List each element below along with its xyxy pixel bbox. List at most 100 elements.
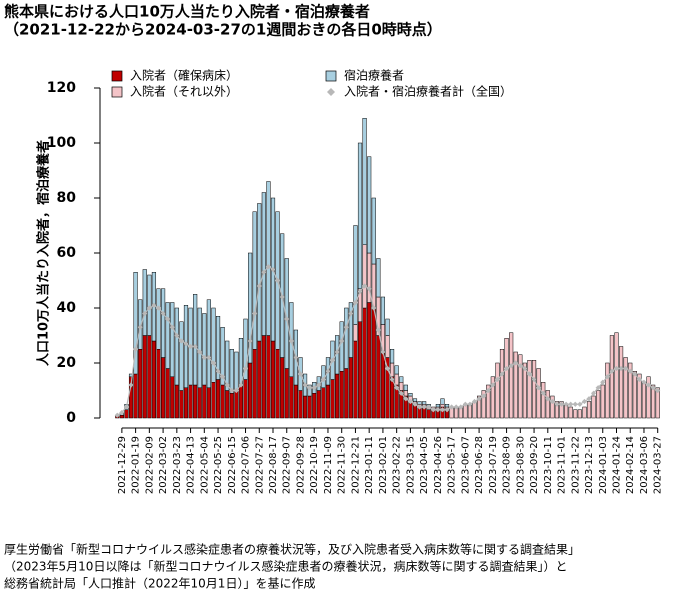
point <box>165 316 171 322</box>
point <box>581 398 588 405</box>
point <box>146 305 152 311</box>
bar-segment <box>655 387 660 419</box>
bar-segment <box>243 379 248 419</box>
bar-segment <box>307 384 312 397</box>
bar-segment <box>179 390 184 419</box>
bar-segment <box>183 387 189 419</box>
bar-segment <box>348 357 353 419</box>
bar-segment <box>385 318 390 336</box>
bar-segment <box>344 368 349 419</box>
bar-segment <box>371 307 376 419</box>
point <box>151 302 157 308</box>
bar-segment <box>133 373 138 419</box>
bar-segment <box>183 305 189 388</box>
point <box>641 379 647 385</box>
bar-segment <box>435 404 440 408</box>
bar-segment <box>142 335 147 419</box>
bar-segment <box>174 307 179 386</box>
bar-segment <box>504 338 509 419</box>
bar-segment <box>605 362 610 419</box>
x-tick-label: 2023-04-26 <box>433 436 444 494</box>
point <box>590 390 597 396</box>
bar-segment <box>623 357 628 419</box>
point <box>334 349 340 355</box>
point <box>380 349 386 355</box>
point <box>462 401 468 407</box>
bar-segment <box>444 404 450 408</box>
x-tick-label: 2024-01-03 <box>598 436 609 494</box>
point <box>339 338 345 344</box>
y-tick-label: 0 <box>66 410 76 426</box>
bar-segment <box>591 395 596 419</box>
bar-segment <box>385 335 390 358</box>
bar-segment <box>270 340 276 419</box>
point <box>155 305 162 311</box>
x-tick-label: 2023-08-30 <box>515 436 526 494</box>
point <box>284 316 290 322</box>
bar-segment <box>284 368 289 419</box>
bar-segment <box>225 390 230 419</box>
bar-segment <box>234 351 239 391</box>
point <box>531 376 537 383</box>
x-tick-label: 2022-07-27 <box>254 436 265 494</box>
x-tick-label: 2022-05-04 <box>199 436 210 494</box>
bar-segment <box>609 335 614 419</box>
bar-segment <box>165 302 170 369</box>
point <box>613 365 620 372</box>
bar-segment <box>211 382 216 419</box>
x-tick-label: 2021-12-29 <box>117 436 128 494</box>
point <box>604 374 610 380</box>
point <box>430 407 436 413</box>
bar-segment <box>596 390 601 419</box>
bar-segment <box>522 362 527 419</box>
x-tick-label: 2023-12-13 <box>584 436 595 494</box>
bar-segment <box>206 387 211 419</box>
bar-segment <box>321 387 326 419</box>
point <box>352 299 359 306</box>
bar-segment <box>518 354 523 419</box>
bar-segment <box>215 379 221 419</box>
bar-segment <box>531 360 537 419</box>
bar-segment <box>257 340 262 419</box>
point <box>632 371 638 377</box>
bar-segment <box>257 203 262 342</box>
bar-segment <box>174 384 179 419</box>
x-tick-label: 2023-01-11 <box>364 436 375 494</box>
point <box>160 310 166 317</box>
point <box>142 310 148 317</box>
bar-segment <box>275 349 280 419</box>
bar-segment <box>316 390 321 419</box>
point <box>609 368 615 374</box>
bar-segment <box>197 387 202 419</box>
bar-segment <box>573 409 578 419</box>
point <box>558 401 565 407</box>
point <box>458 404 464 410</box>
x-tick-label: 2023-10-11 <box>543 436 554 494</box>
point <box>375 327 381 333</box>
bar-segment <box>550 395 555 419</box>
point <box>572 401 578 407</box>
point <box>265 264 272 270</box>
x-tick-label: 2023-11-01 <box>557 436 568 494</box>
point <box>655 387 661 394</box>
bar-segment <box>188 384 193 419</box>
point <box>192 343 198 350</box>
point <box>187 343 194 350</box>
bar-segment <box>481 390 486 419</box>
point <box>343 324 349 330</box>
point <box>183 341 189 347</box>
bar-segment <box>367 156 372 254</box>
bar-segment <box>252 349 257 419</box>
bar-segment <box>298 390 303 419</box>
bar-segment <box>353 324 358 342</box>
bar-segment <box>646 376 651 419</box>
bar-segment <box>577 409 582 419</box>
x-tick-label: 2022-03-02 <box>158 436 169 494</box>
point <box>398 390 404 396</box>
x-tick-label: 2022-02-09 <box>144 436 155 494</box>
bar-segment <box>344 307 349 369</box>
legend-label: 宿泊療養者 <box>344 68 404 83</box>
point <box>623 365 629 372</box>
legend-label: 入院者（確保病床） <box>130 68 238 83</box>
point <box>650 385 656 391</box>
